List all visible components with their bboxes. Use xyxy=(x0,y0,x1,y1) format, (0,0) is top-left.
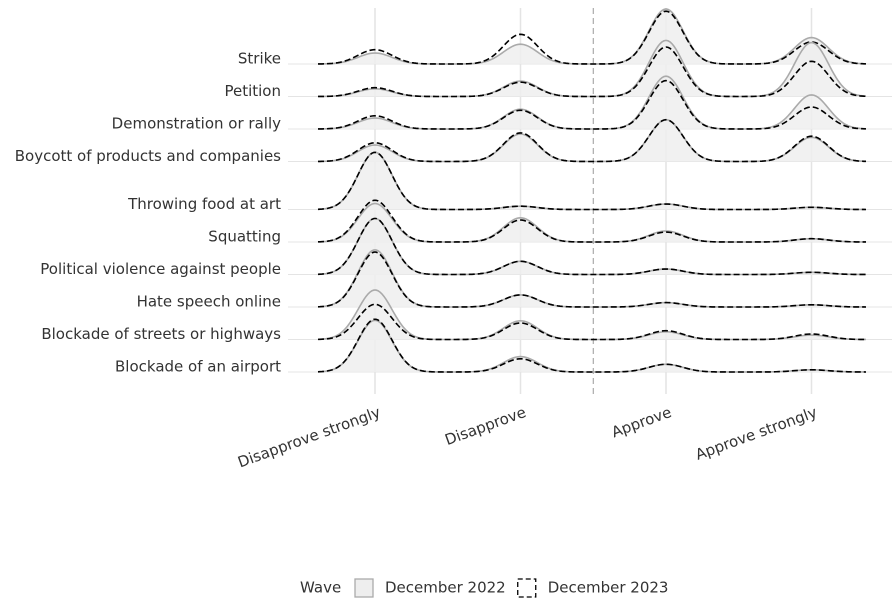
legend-label: December 2022 xyxy=(385,579,506,597)
row-label: Political violence against people xyxy=(40,260,281,278)
legend-label: December 2023 xyxy=(548,579,669,597)
density-area xyxy=(318,320,866,372)
density-line xyxy=(317,10,867,65)
density-line xyxy=(317,251,867,308)
density-area xyxy=(318,9,866,64)
row-label: Throwing food at art xyxy=(127,195,281,213)
x-tick-label: Approve xyxy=(609,403,674,441)
density-line xyxy=(317,8,867,65)
legend: Wave December 2022 December 2023 xyxy=(300,578,669,598)
legend-key xyxy=(354,578,374,598)
density-line xyxy=(317,199,867,243)
row-label: Blockade of an airport xyxy=(115,358,281,376)
density-line xyxy=(317,217,867,276)
density-line xyxy=(317,318,867,373)
row-label: Blockade of streets or highways xyxy=(41,325,281,343)
density-line xyxy=(317,118,867,163)
density-line xyxy=(317,79,867,130)
row-label: Squatting xyxy=(208,228,281,246)
plot xyxy=(317,8,867,373)
density-area xyxy=(318,40,866,97)
density-line xyxy=(317,46,867,98)
labels: Strike Petition Demonstration or rally Boyc… xyxy=(15,50,820,472)
legend-title: Wave xyxy=(300,579,341,597)
density-line xyxy=(317,151,867,211)
density-line xyxy=(317,303,867,341)
legend-key xyxy=(517,578,537,598)
row-label: Strike xyxy=(238,50,281,68)
x-tick-label: Disapprove xyxy=(442,403,528,449)
x-tick-label: Disapprove strongly xyxy=(235,403,383,471)
x-tick-label: Approve strongly xyxy=(693,403,820,464)
row-label: Hate speech online xyxy=(137,293,281,311)
row-label: Boycott of products and companies xyxy=(15,147,281,165)
row-label: Petition xyxy=(224,82,281,100)
density-area xyxy=(318,76,866,129)
row-label: Demonstration or rally xyxy=(112,115,281,133)
